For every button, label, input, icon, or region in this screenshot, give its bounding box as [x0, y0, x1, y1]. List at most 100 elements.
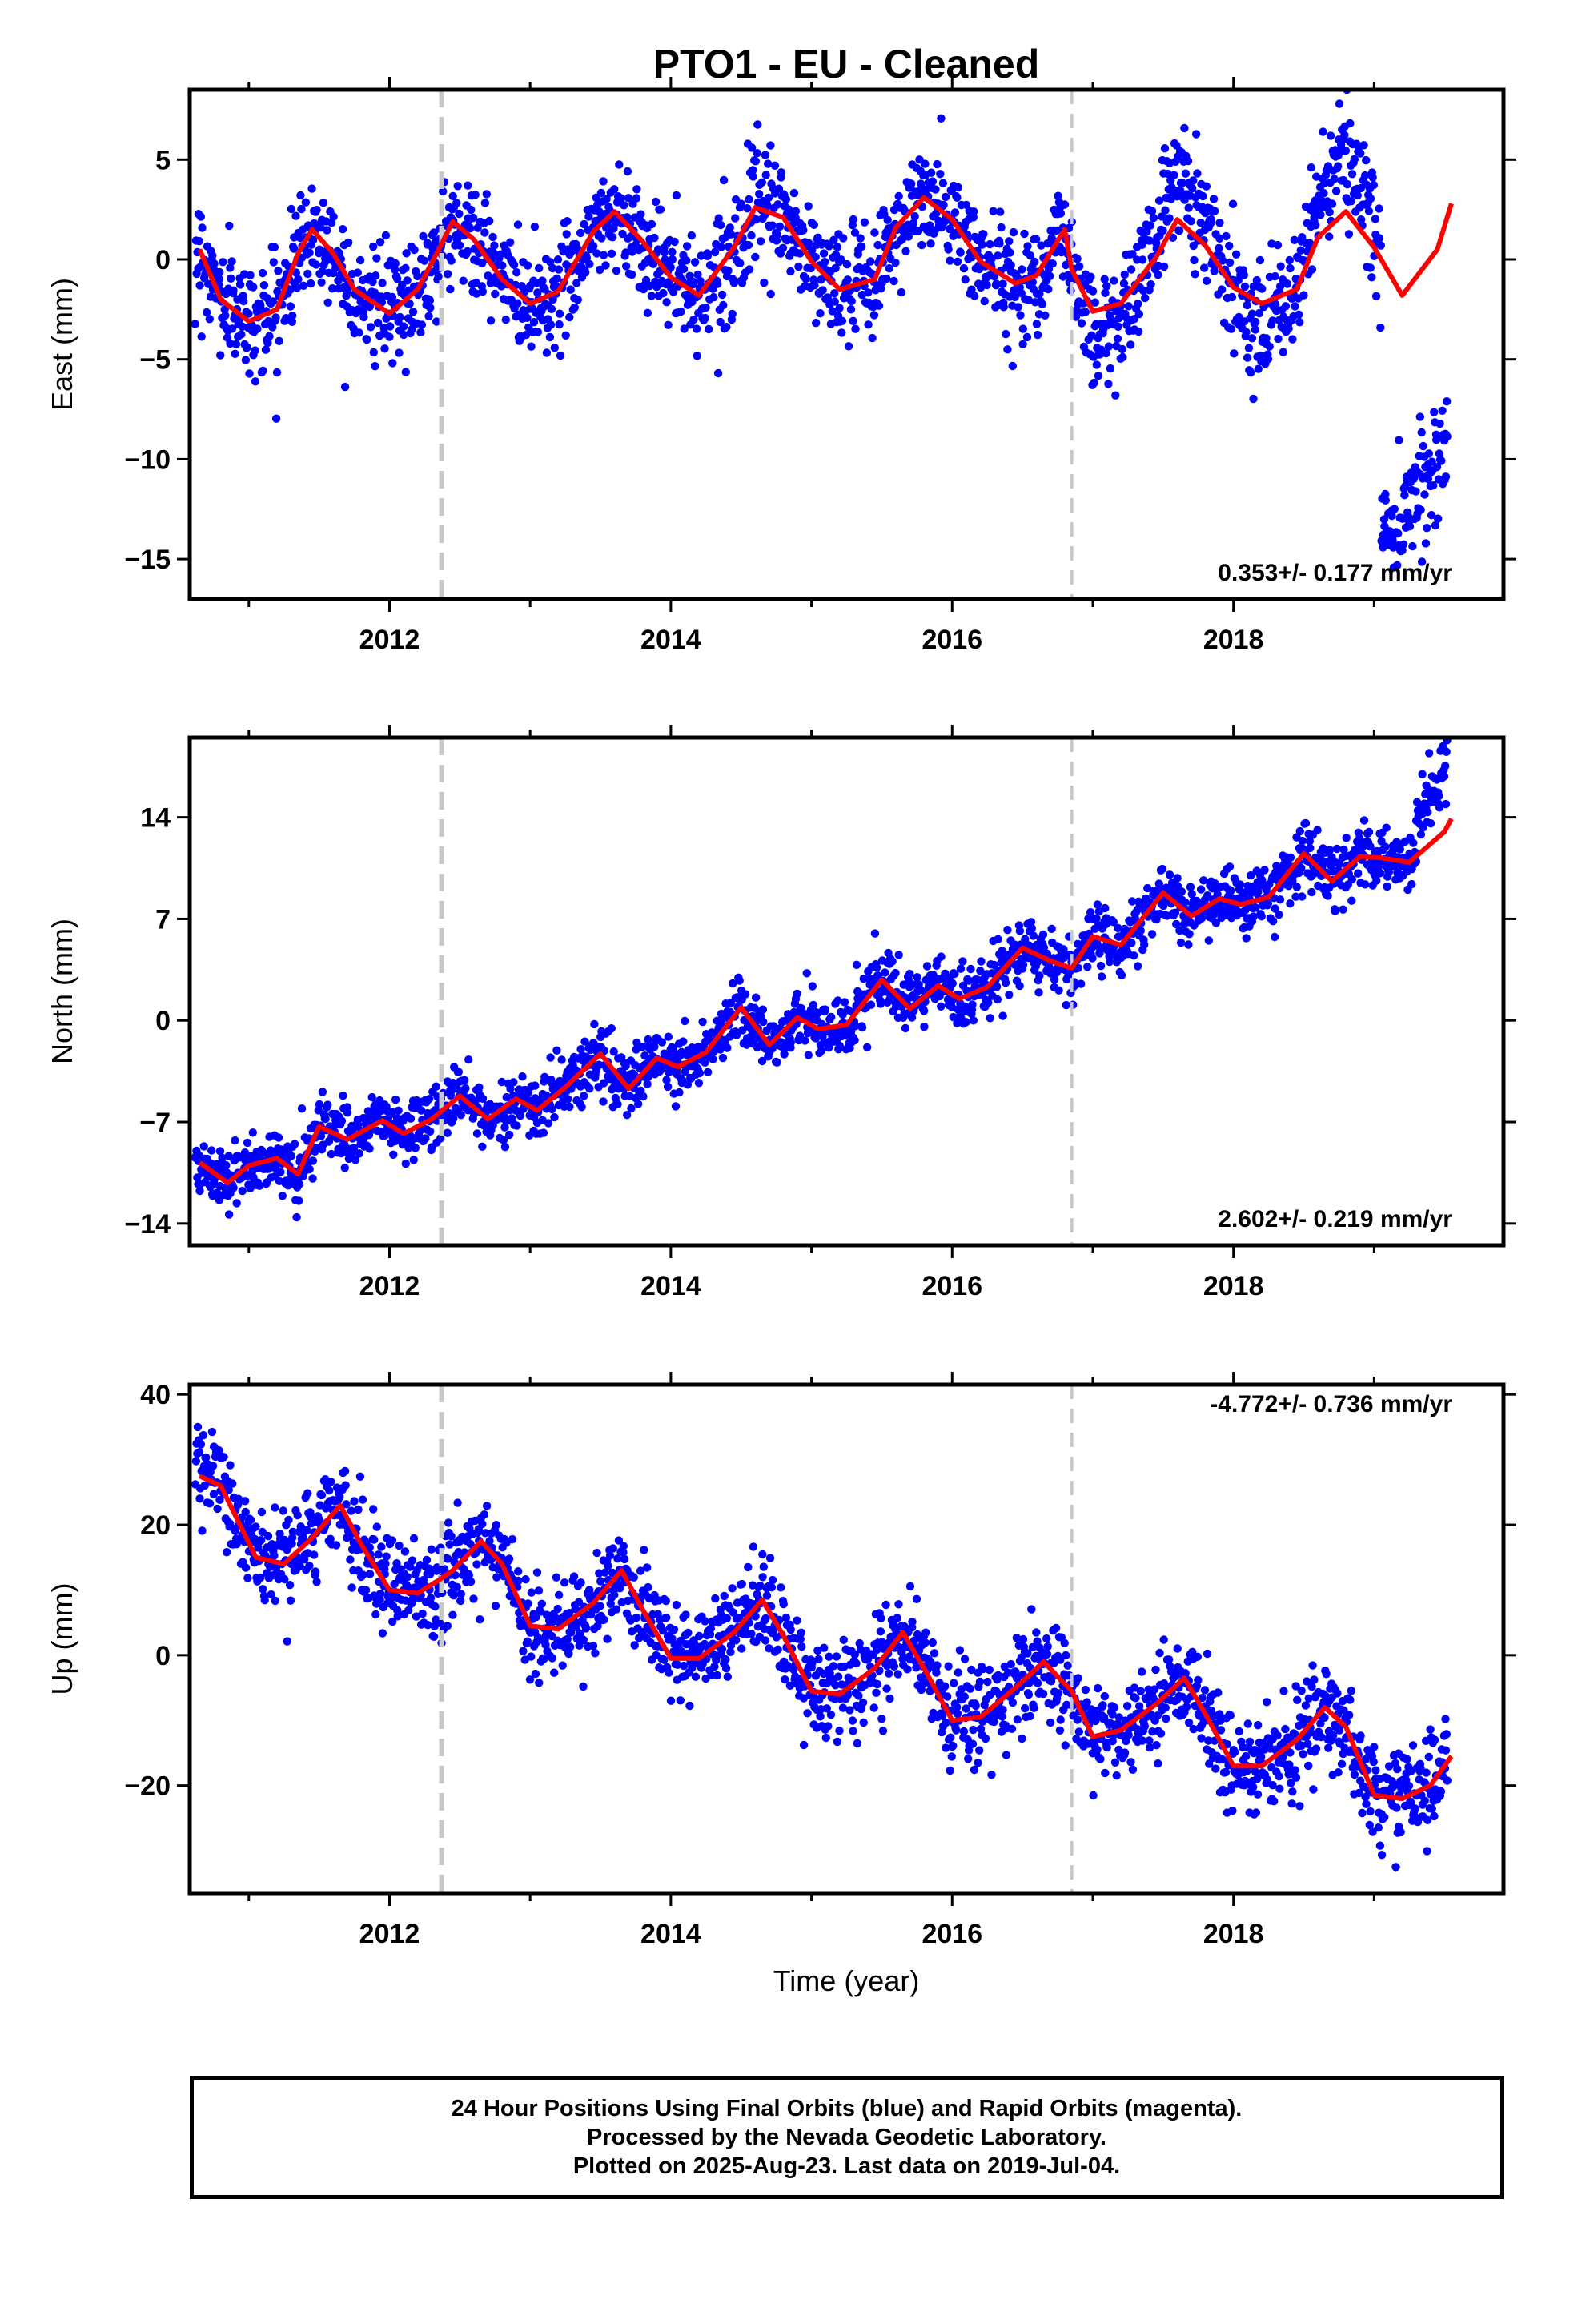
east-point — [1126, 265, 1136, 274]
east-point — [1119, 279, 1129, 288]
north-point — [1093, 939, 1102, 948]
east-point — [506, 238, 515, 247]
north-point — [548, 1104, 556, 1114]
north-point — [340, 1164, 349, 1172]
north-point — [609, 1047, 618, 1056]
north-point — [613, 1100, 622, 1109]
up-point — [492, 1573, 501, 1582]
north-point — [1130, 951, 1138, 960]
east-x-tick-label: 2018 — [1203, 625, 1264, 655]
north-point — [827, 1012, 836, 1022]
north-point — [231, 1136, 239, 1145]
north-point — [238, 1186, 247, 1196]
up-point — [688, 1663, 697, 1672]
up-point — [196, 1440, 206, 1449]
east-point — [1118, 344, 1127, 354]
east-point — [1086, 272, 1095, 281]
east-point — [1243, 300, 1251, 310]
north-point — [992, 982, 1002, 991]
north-point — [1033, 958, 1042, 967]
east-point — [1227, 292, 1237, 302]
east-point — [263, 338, 272, 348]
east-point — [385, 332, 394, 341]
east-point — [439, 187, 448, 196]
north-point — [1018, 960, 1028, 969]
up-point — [375, 1595, 384, 1605]
east-point — [737, 199, 745, 208]
east-point — [717, 220, 725, 230]
east-point — [561, 331, 570, 340]
east-point — [1346, 119, 1355, 128]
up-point — [581, 1624, 591, 1633]
east-point — [753, 120, 762, 129]
north-point — [531, 1081, 540, 1090]
up-point — [744, 1562, 753, 1572]
east-point — [810, 281, 819, 290]
up-point — [729, 1608, 737, 1617]
east-point — [921, 159, 930, 168]
east-point — [959, 264, 969, 273]
north-point — [801, 1036, 809, 1045]
north-point — [1372, 876, 1381, 885]
east-point — [970, 207, 978, 216]
up-point — [666, 1696, 676, 1705]
east-point — [485, 216, 494, 226]
east-point — [363, 335, 371, 344]
up-point — [427, 1545, 436, 1554]
east-point — [1073, 255, 1082, 263]
east-point — [926, 221, 934, 230]
east-point — [761, 171, 770, 179]
north-point — [1181, 898, 1190, 907]
north-point — [1225, 862, 1235, 871]
east-point — [468, 213, 478, 223]
east-point — [831, 250, 841, 259]
up-point — [591, 1649, 600, 1658]
east-point — [883, 215, 892, 224]
north-point — [1059, 945, 1068, 954]
east-point — [1128, 250, 1137, 259]
up-point — [554, 1590, 564, 1600]
north-point — [876, 999, 885, 1008]
north-point — [664, 1032, 673, 1041]
north-point — [835, 1041, 844, 1051]
east-point — [369, 242, 378, 251]
north-point — [295, 1196, 303, 1205]
east-point — [849, 215, 858, 224]
up-point — [567, 1628, 576, 1637]
up-point — [701, 1617, 709, 1626]
east-point — [705, 324, 713, 334]
up-point — [408, 1594, 418, 1603]
east-point — [513, 220, 523, 229]
north-y-tick-label: 0 — [155, 1006, 171, 1036]
north-point — [1307, 887, 1316, 897]
up-point — [387, 1536, 397, 1545]
east-point — [195, 236, 203, 246]
north-point — [243, 1138, 252, 1148]
east-point — [650, 233, 659, 243]
east-point — [318, 267, 327, 275]
east-model-curve — [197, 195, 1454, 324]
north-point — [552, 1046, 561, 1055]
east-point — [719, 175, 729, 185]
east-point — [369, 348, 378, 357]
east-point — [1101, 288, 1110, 297]
east-point — [1390, 505, 1399, 513]
up-point — [605, 1551, 615, 1560]
east-point — [819, 249, 829, 258]
east-point — [555, 309, 564, 318]
north-point — [1435, 803, 1444, 812]
north-point — [290, 1140, 299, 1148]
north-point — [681, 1016, 689, 1026]
east-point — [701, 313, 709, 323]
east-point — [926, 239, 935, 248]
figure-title: PTO1 - EU - Cleaned — [653, 42, 1040, 86]
north-point — [367, 1092, 376, 1102]
east-point — [488, 232, 497, 242]
east-point — [1251, 325, 1260, 334]
north-point — [986, 1014, 994, 1023]
up-point — [452, 1582, 461, 1592]
north-point — [1173, 874, 1182, 883]
north-point — [1088, 954, 1097, 963]
east-point — [816, 309, 825, 318]
north-point — [1263, 899, 1273, 908]
